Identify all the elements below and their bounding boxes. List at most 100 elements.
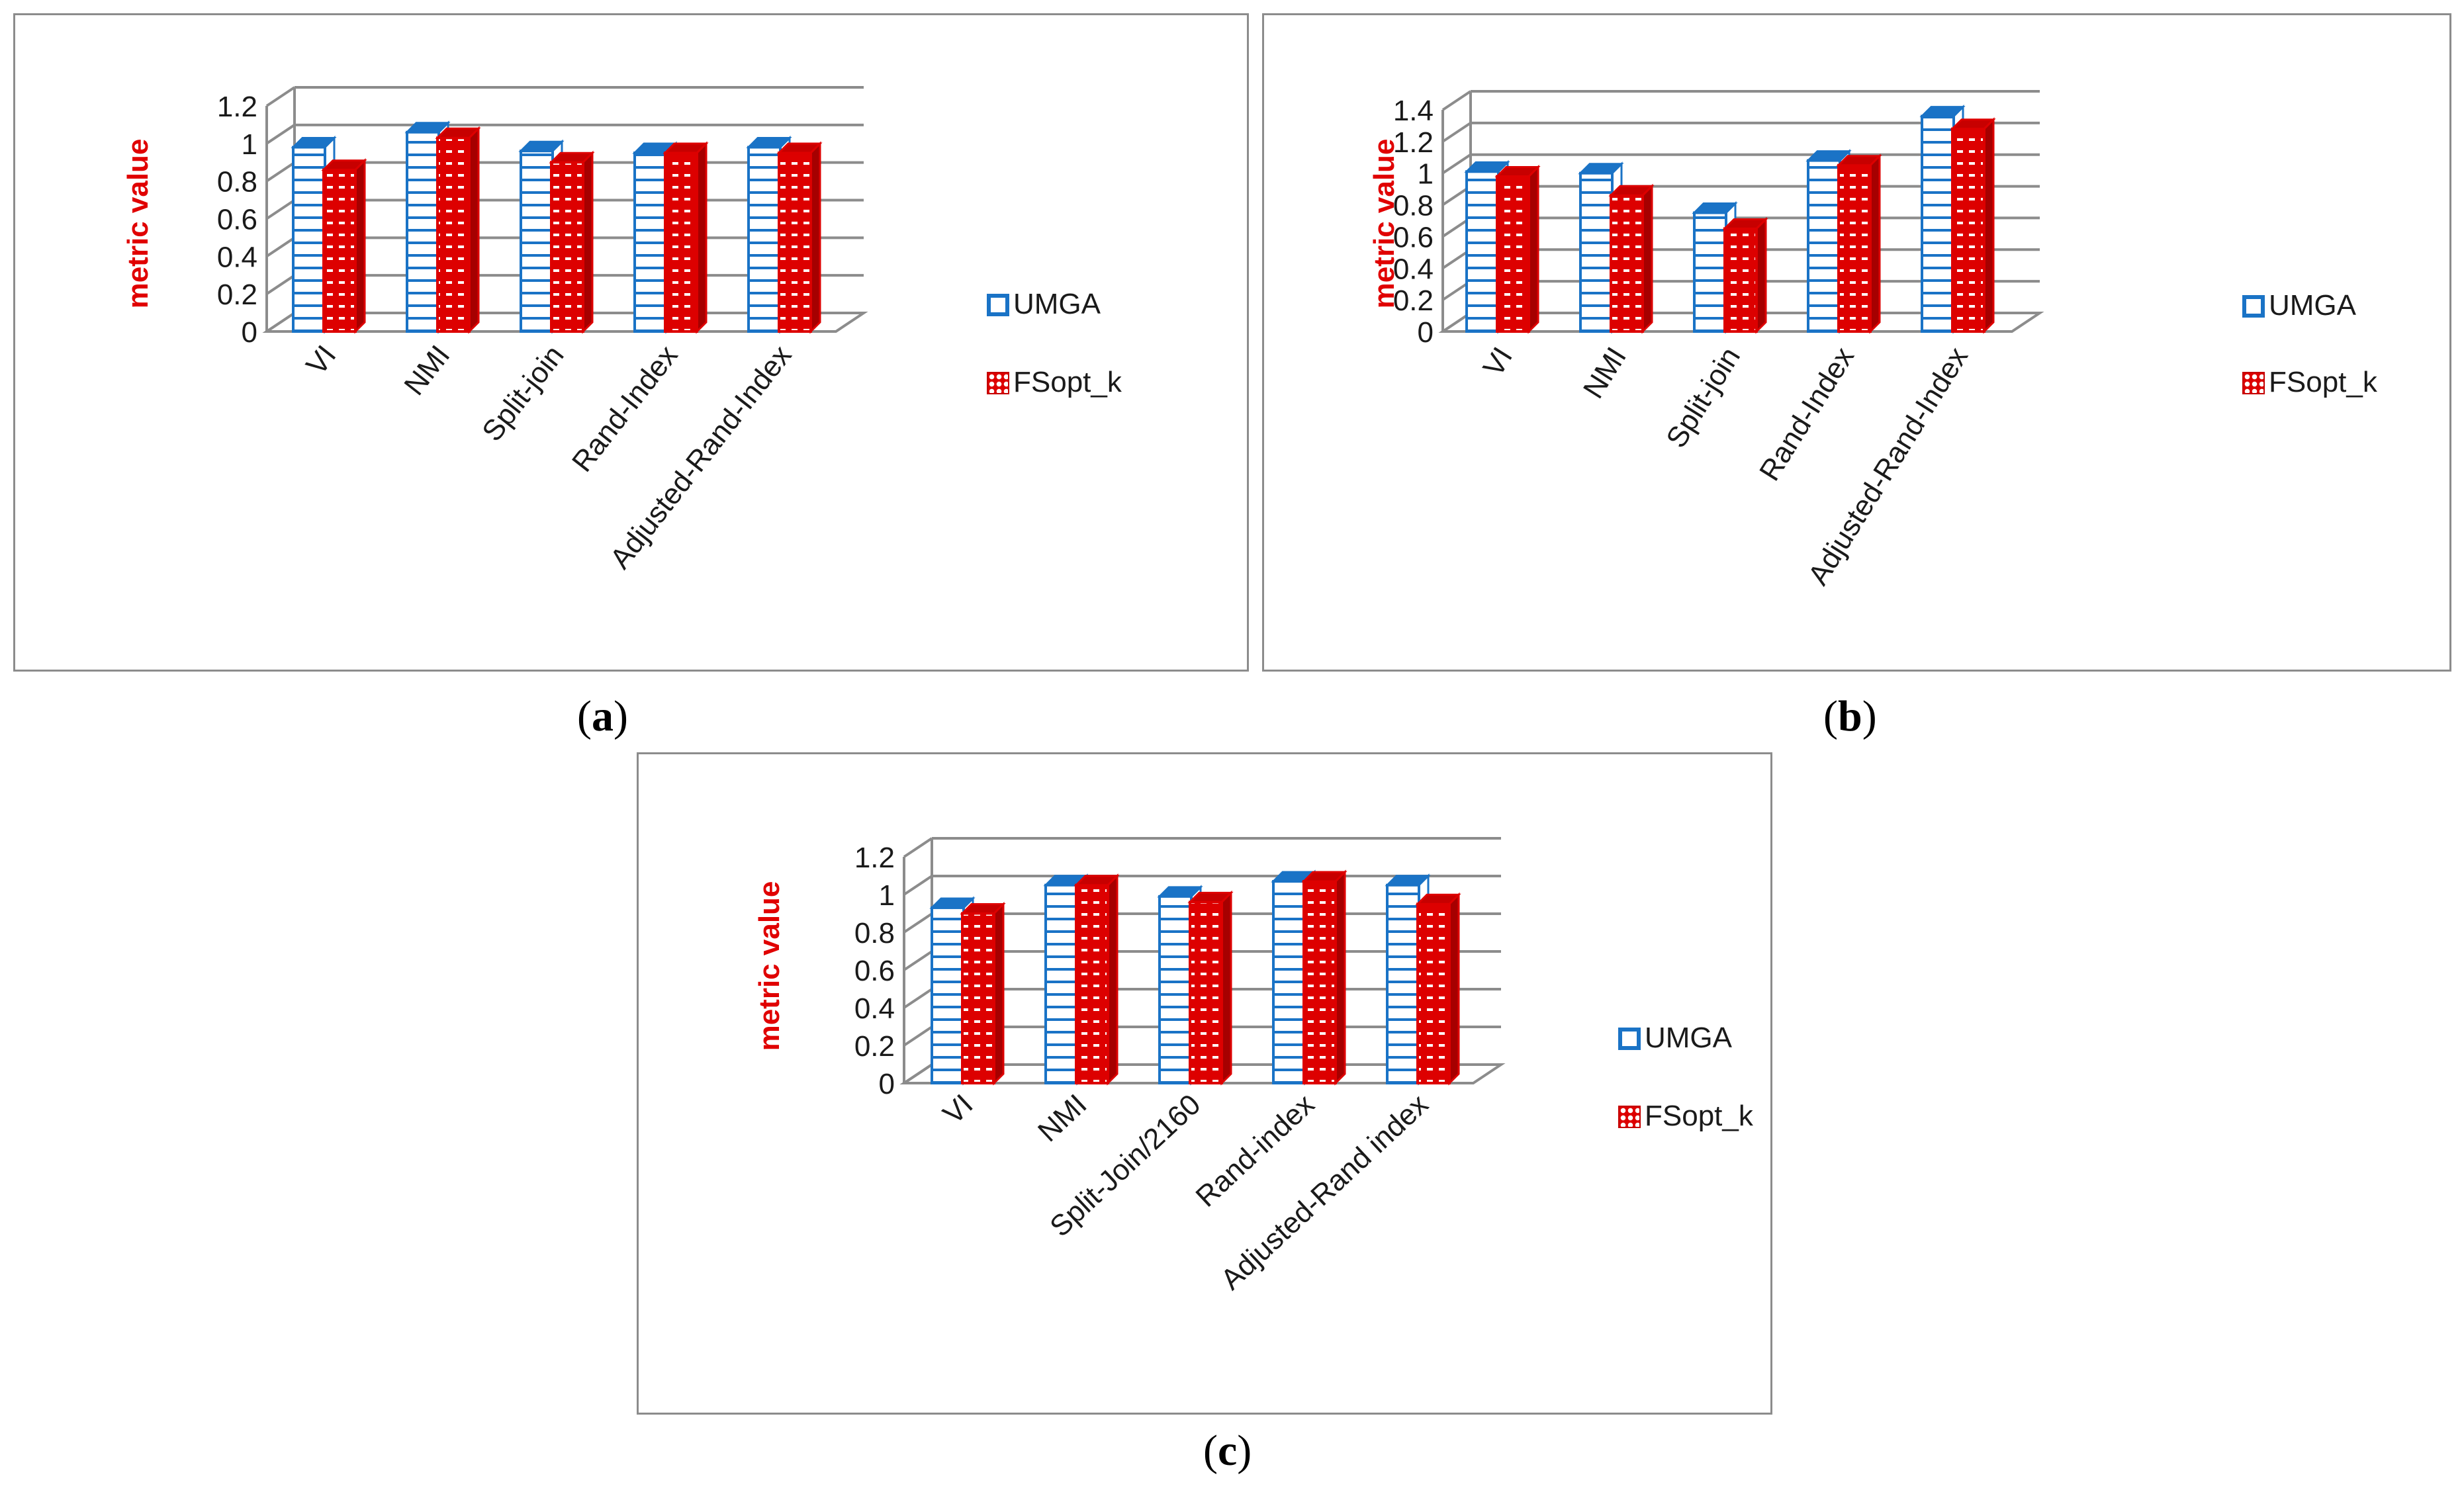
bar-side [1334,869,1346,1086]
wall-gridline [265,86,296,107]
bar-fsopt-3 [1187,890,1234,1086]
bar-top [1464,161,1510,173]
x-category-label: VI [300,339,342,381]
bar-side [1220,890,1232,1086]
bar-top [1805,150,1852,162]
y-tick-label: 0.6 [854,955,895,987]
legend-label-fsopt: FSopt_k [2269,366,2377,398]
bar-front [1158,895,1193,1084]
x-category-label: Split-join [1660,341,1747,453]
bar-front [961,912,995,1084]
bar-front [1189,901,1223,1084]
bar-top [662,142,709,154]
y-tick-label: 0.2 [1393,285,1434,317]
bar-front [1723,227,1758,333]
y-tick-label: 0.8 [217,166,257,198]
bar-top [746,137,792,149]
caption-letter-a: a [591,692,614,740]
bar-top [929,897,976,909]
y-tick-label: 0 [242,316,257,349]
bar-front [550,161,584,333]
wall-gridline [903,912,933,934]
y-tick-label: 0.4 [854,992,895,1025]
y-axis-label: metric value [1368,139,1400,309]
legend-item-umga: UMGA [1618,1022,1732,1055]
bar-top [1415,893,1461,905]
y-tick-label: 0.6 [217,204,257,236]
caption-c: (c) [1203,1427,1252,1475]
x-category-label: Rand-Index [1753,341,1860,486]
bar-front [520,150,554,333]
bar-top [435,127,481,139]
wall-gridline [903,837,933,858]
bar-front [1302,880,1337,1085]
bar-side [1755,216,1767,334]
legend-item-umga: UMGA [987,288,1101,321]
y-tick-label: 0.2 [854,1030,895,1063]
caption-letter-c: c [1217,1427,1238,1475]
y-tick-label: 1.4 [1393,95,1434,127]
bar-top [1301,871,1347,883]
bar-top [1836,155,1882,167]
chart-panel-c: 0 0.2 0.4 0.6 0.8 1 1.2 metric value VI NMI Split-… [637,752,1772,1415]
umga-swatch-icon [2242,295,2265,318]
bar-fsopt-5 [1950,117,1996,334]
y-tick-label: 0.4 [1393,253,1434,285]
legend-label-umga: UMGA [1013,288,1101,320]
y-tick-label: 0 [1418,316,1434,349]
bar-side [1107,873,1118,1086]
bar-side [809,141,821,334]
y-tick-label: 1.2 [217,91,257,123]
chart-svg-b: 00.20.40.60.811.21.4 metric value VI NMI Spl… [1368,90,2044,591]
bar-top [1157,886,1203,898]
bar-front [1693,211,1727,333]
bar-side [1641,183,1653,334]
bar-front [1075,883,1109,1084]
y-tick-label: 0.8 [854,917,895,949]
x-category-label: NMI [1032,1088,1093,1148]
caption-b: (b) [1823,692,1877,740]
wall-gridline [265,312,296,333]
wall-gridline [1441,154,1472,175]
y-tick-label: 0.8 [1393,190,1434,222]
chart-svg-a: 0 0.2 0.4 0.6 0.8 1 1.2 metric value VI NMI Split-… [122,86,868,575]
bar-fsopt-2 [1073,873,1120,1086]
bar-front [1951,127,1985,333]
bar-front [322,168,357,333]
bar-fsopt-4 [1301,869,1347,1086]
bar-fsopt-4 [662,141,709,334]
bar-top [1187,891,1234,903]
bar-fsopt-1 [960,901,1006,1086]
y-axis-label: metric value [753,881,786,1051]
bar-side [354,157,366,334]
bar-top [518,140,565,152]
bar-fsopt-2 [1608,183,1655,334]
legend-item-fsopt: FSopt_k [987,366,1122,399]
caption-a: (a) [577,692,628,740]
bar-front [1921,114,1955,333]
x-category-label: Split-join [476,339,570,447]
wall-gridline [265,124,296,145]
wall-gridline [1441,122,1472,143]
legend-label-umga: UMGA [1645,1022,1732,1054]
wall-gridline [265,274,296,295]
bar-top [321,159,367,171]
fsopt-swatch-icon [2242,372,2265,394]
wall-gridline [903,1063,933,1084]
fsopt-swatch-icon [1618,1106,1641,1128]
bar-front [436,136,471,333]
bar-top [1073,875,1120,887]
x-category-label: VI [937,1088,980,1130]
bar-front [1837,163,1872,333]
chart-panel-a: 0 0.2 0.4 0.6 0.8 1 1.2 metric value VI NMI Split-… [13,13,1249,672]
bar-side [696,141,707,334]
wall-gridline [903,988,933,1009]
bar-top [404,122,451,134]
bar-side [582,150,594,334]
bar-top [1608,185,1655,197]
bar-top [549,152,595,163]
bar-front [747,146,782,333]
wall-gridline [903,1026,933,1047]
bar-front [778,152,812,333]
